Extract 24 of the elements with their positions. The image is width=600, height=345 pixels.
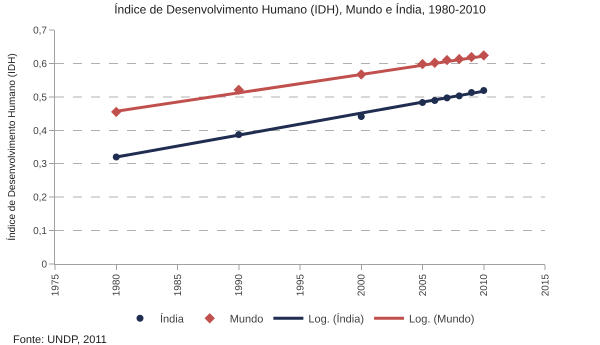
y-tick-label: 0,6 <box>33 58 48 70</box>
source-note: Fonte: UNDP, 2011 <box>13 334 107 345</box>
x-tick-label: 2015 <box>540 274 552 296</box>
chart-title: Índice de Desenvolvimento Humano (IDH), Mundo e Índia, 1980-2010 <box>114 2 486 17</box>
x-tick-label: 1975 <box>50 274 62 296</box>
y-tick-label: 0 <box>41 260 48 270</box>
x-tick-label: 2000 <box>356 274 368 296</box>
y-axis-title: Índice de Desenvolvimento Humano (IDH) <box>6 53 18 241</box>
x-tick-label: 1995 <box>295 274 306 296</box>
y-tick-label: 0,5 <box>33 92 48 104</box>
legend-label: Mundo <box>230 314 264 326</box>
x-tick-label: 2010 <box>479 274 490 296</box>
x-tick-label: 1980 <box>112 274 122 296</box>
legend-label: Índia <box>160 312 185 326</box>
x-tick-label: 2005 <box>418 274 429 296</box>
y-tick-label: 0,2 <box>33 192 48 204</box>
legend-label: Log. (Mundo) <box>409 314 474 326</box>
y-tick-label: 0,4 <box>33 126 48 137</box>
y-tick-label: 0,7 <box>33 26 48 36</box>
y-tick-label: 0,1 <box>33 226 48 238</box>
x-tick-label: 1990 <box>234 274 245 296</box>
legend-label: Log. (Índia) <box>308 312 364 326</box>
y-tick-label: 0,3 <box>33 159 48 170</box>
x-tick-label: 1985 <box>172 274 184 296</box>
